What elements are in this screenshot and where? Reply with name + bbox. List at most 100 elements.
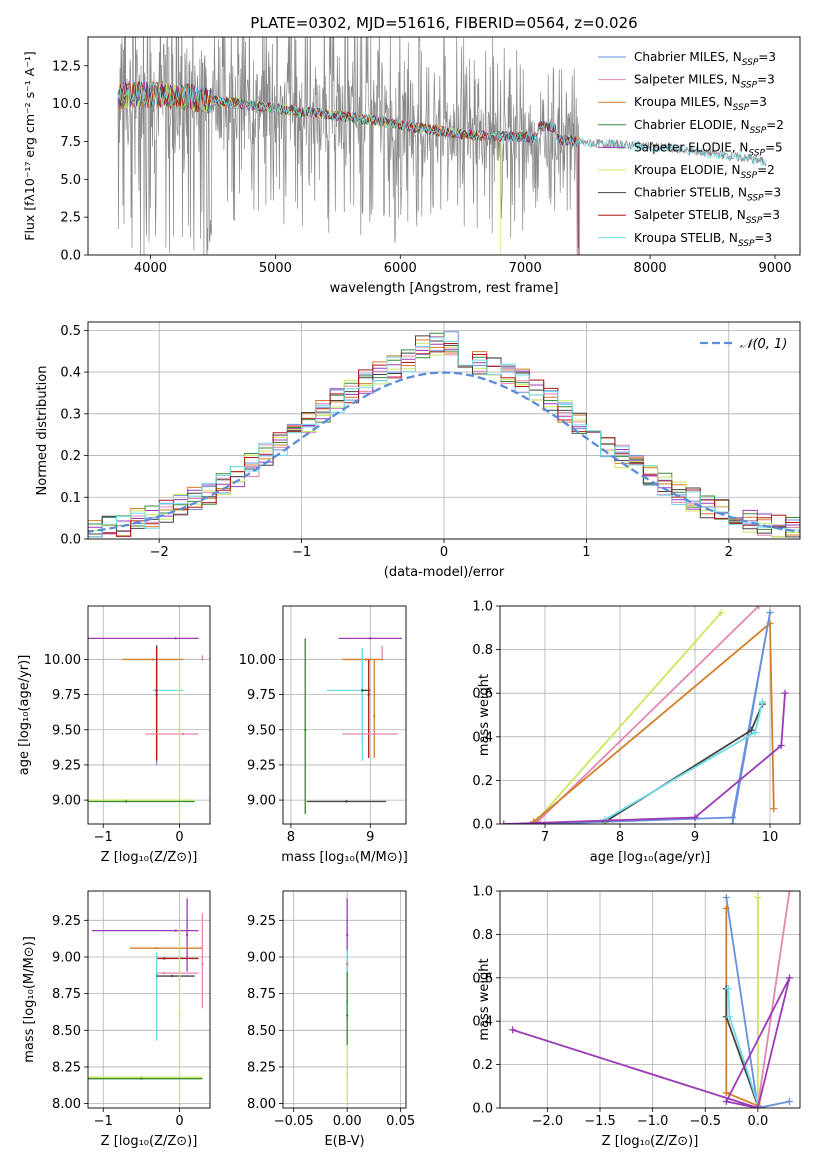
- errorbar-marker: [174, 637, 177, 640]
- y-tick-label: 8.50: [52, 1024, 81, 1039]
- plot-area-age_vs_mass: [283, 606, 406, 824]
- errorbar-point: [178, 927, 181, 1104]
- errorbar-marker: [163, 971, 166, 975]
- errorbar-point: [156, 971, 199, 975]
- errorbar-point: [304, 638, 307, 815]
- x-tick-label: 7: [541, 830, 549, 845]
- panel-weight_vs_age: 7 8 9 10 0.0 0.2 0.4 0.6 0.8 1.0 age [log₁₀(age/yr…: [472, 600, 801, 865]
- legend-entry-label: Kroupa STELIB, NSSP=3: [634, 231, 772, 249]
- y-tick-label: 0.4: [472, 1015, 493, 1030]
- y-tick-label: 0.2: [472, 1058, 493, 1073]
- weight-point-marker: [777, 742, 785, 750]
- weight-series-line: [604, 701, 764, 821]
- weight-point-marker: [722, 894, 730, 902]
- weight-series-line: [604, 703, 764, 823]
- x-tick-label: 4000: [134, 261, 167, 276]
- errorbar-point: [345, 971, 349, 1045]
- legend-label-tail: =3: [757, 73, 775, 87]
- histogram-step-line: [88, 343, 800, 538]
- errorbar-marker: [163, 957, 166, 960]
- errorbar-marker: [304, 728, 307, 731]
- x-axis-label: Z [log₁₀(Z/Z⊙)]: [101, 1134, 198, 1149]
- weight-point-marker: [770, 805, 778, 813]
- errorbar-marker: [151, 658, 155, 661]
- errorbar-marker: [365, 658, 368, 661]
- y-tick-label: 0.3: [60, 407, 81, 422]
- x-tick-label: −2.0: [532, 1114, 564, 1129]
- legend-label-sub: SSP: [747, 194, 764, 204]
- errorbar-point: [122, 658, 184, 661]
- errorbar-point: [129, 946, 203, 950]
- errorbar-marker: [178, 1014, 181, 1017]
- errorbar-marker: [170, 974, 174, 978]
- legend-label-tail: =3: [749, 95, 767, 109]
- errorbar-point: [306, 800, 387, 803]
- y-tick-label: 9.00: [247, 794, 276, 809]
- panel-spectrum: 4000 5000 6000 7000 8000 9000 0.0 2.5 5.0 7.5 10.0…: [22, 36, 801, 296]
- y-tick-label: 9.00: [52, 950, 81, 965]
- y-axis-label: Flux [fλ10⁻¹⁷ erg cm⁻² s⁻¹ A⁻¹]: [22, 51, 37, 240]
- legend-label-tail: =3: [754, 231, 772, 245]
- x-tick-label: −0.05: [274, 1114, 314, 1129]
- weight-point-marker: [754, 1104, 762, 1108]
- x-tick-label: 9000: [758, 261, 791, 276]
- weight-point-marker: [751, 728, 759, 736]
- errorbar-marker: [201, 658, 204, 661]
- legend-entry-label: Chabrier MILES, NSSP=3: [634, 50, 776, 68]
- y-tick-label: 0.1: [60, 491, 81, 506]
- errorbar-point: [373, 659, 376, 758]
- errorbar-marker: [345, 1014, 349, 1017]
- legend-label-sub: SSP: [741, 171, 758, 181]
- errorbar-marker: [373, 714, 376, 717]
- legend-entry-label: Chabrier ELODIE, NSSP=2: [634, 118, 784, 136]
- spectrum-legend: Chabrier MILES, NSSP=3 Salpeter MILES, NS…: [598, 50, 784, 249]
- errorbar-marker: [124, 800, 128, 803]
- y-tick-label: 9.75: [247, 688, 276, 703]
- axes-frame-age_vs_mass: [282, 605, 407, 825]
- legend-label-tail: =2: [766, 118, 784, 132]
- weight-point-marker: [729, 813, 736, 821]
- y-tick-label: 0.6: [472, 971, 493, 986]
- errorbar-marker: [140, 1077, 143, 1080]
- errorbar-point: [155, 952, 158, 1041]
- y-tick-label: 9.25: [247, 914, 276, 929]
- plot-area-mass_vs_ebv: [283, 891, 406, 1108]
- y-tick-label: 0.0: [60, 533, 81, 548]
- legend-entry-label: Salpeter ELODIE, NSSP=5: [634, 140, 783, 158]
- x-tick-label: 0.0: [748, 1114, 769, 1129]
- legend-entry-label: Salpeter MILES, NSSP=3: [634, 73, 775, 91]
- errorbar-point: [367, 659, 370, 758]
- legend-label-main: Kroupa ELODIE, N: [634, 163, 741, 177]
- errorbar-point: [178, 659, 181, 822]
- y-tick-label: 8.25: [52, 1060, 81, 1075]
- weight-series-line: [725, 897, 790, 1108]
- y-tick-label: 10.00: [239, 653, 276, 668]
- legend-label-sub: SSP: [742, 58, 759, 68]
- legend-label-sub: SSP: [738, 239, 755, 249]
- x-tick-label: −2: [150, 545, 169, 560]
- weight-point-marker: [755, 606, 763, 610]
- y-axis-label: Normed distribution: [35, 366, 50, 496]
- x-tick-label: 0: [175, 830, 183, 845]
- y-tick-label: 0.8: [472, 643, 493, 658]
- y-tick-label: 0.0: [60, 249, 81, 264]
- weight-point-marker: [691, 813, 699, 821]
- axes-frame-mass_vs_z: [87, 890, 211, 1109]
- y-tick-label: 9.50: [247, 723, 276, 738]
- x-tick-label: 8: [616, 830, 624, 845]
- errorbar-point: [185, 898, 189, 972]
- axes-frame-weight_vs_age: [499, 605, 801, 825]
- legend-label-tail: =5: [765, 140, 783, 154]
- errorbar-marker: [373, 732, 376, 736]
- weight-point-marker: [509, 1026, 517, 1034]
- x-tick-label: 8: [287, 830, 295, 845]
- normal-curve-line: [88, 371, 800, 533]
- legend-label-sub: SSP: [733, 103, 750, 113]
- y-tick-label: 10.0: [52, 97, 81, 112]
- y-tick-label: 0.8: [472, 928, 493, 943]
- y-tick-label: 0.0: [472, 1102, 493, 1117]
- errorbar-marker: [345, 1073, 349, 1076]
- x-tick-label: −0.5: [689, 1114, 721, 1129]
- errorbar-marker: [174, 929, 177, 932]
- y-tick-label: 8.00: [52, 1097, 81, 1112]
